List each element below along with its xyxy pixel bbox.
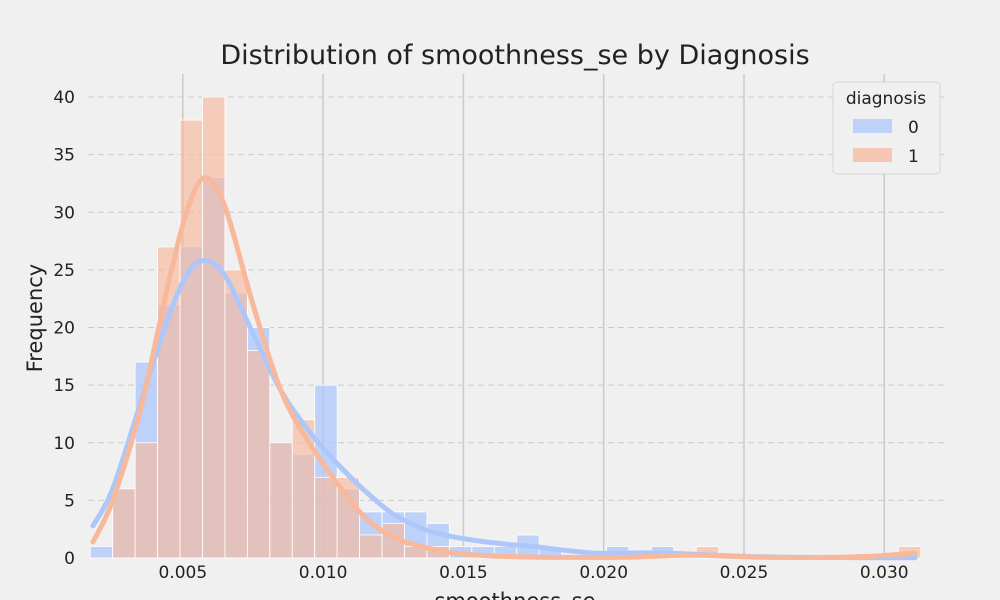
bar-series-1 — [291, 419, 316, 559]
y-tick-label: 10 — [53, 434, 75, 454]
x-tick-label: 0.015 — [439, 563, 488, 583]
x-tick-label: 0.010 — [299, 563, 348, 583]
kde-curves — [90, 175, 918, 561]
y-tick-label: 25 — [53, 261, 75, 281]
bar-series-0 — [89, 546, 114, 559]
x-tick-label: 0.025 — [720, 563, 769, 583]
legend-title: diagnosis — [846, 89, 926, 109]
y-tick-label: 5 — [64, 491, 75, 511]
y-tick-label: 35 — [53, 146, 75, 166]
kde-line-series-1 — [90, 175, 918, 561]
legend-label-0: 0 — [908, 118, 919, 138]
bar-series-1 — [269, 442, 293, 559]
x-axis-label: smoothness_se — [434, 589, 595, 600]
x-tick-label: 0.020 — [579, 563, 628, 583]
bar-series-1 — [112, 488, 136, 559]
legend-swatch-1 — [853, 148, 892, 162]
y-tick-label: 30 — [53, 203, 75, 223]
x-tick-label: 0.030 — [860, 563, 909, 583]
y-tick-label: 15 — [53, 376, 75, 396]
bars — [89, 96, 922, 559]
x-tick-labels: 0.005 0.010 0.015 0.020 0.025 0.030 — [158, 563, 908, 583]
chart-title: Distribution of smoothness_se by Diagnos… — [220, 40, 809, 71]
y-tick-label: 20 — [53, 319, 75, 339]
legend-label-1: 1 — [908, 147, 919, 167]
y-axis-label: Frequency — [23, 264, 47, 373]
legend: diagnosis 0 1 — [832, 81, 941, 175]
bar-series-1 — [134, 442, 158, 559]
y-tick-label: 0 — [64, 549, 75, 569]
legend-swatch-0 — [853, 119, 892, 133]
bar-series-1 — [246, 350, 271, 559]
bar-series-1 — [314, 476, 338, 559]
x-tick-label: 0.005 — [158, 563, 207, 583]
bar-series-1 — [359, 534, 383, 559]
bar-series-1 — [202, 96, 226, 559]
y-tick-labels: 0 5 10 15 20 25 30 35 40 — [53, 88, 75, 569]
y-tick-label: 40 — [53, 88, 75, 108]
